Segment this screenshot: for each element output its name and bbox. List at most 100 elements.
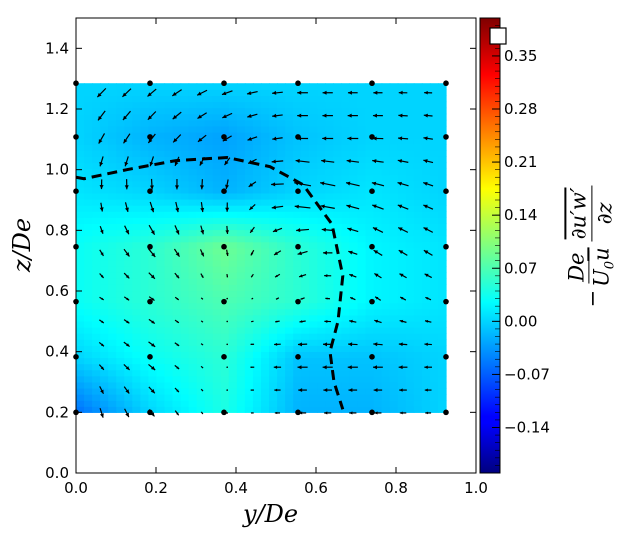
contour-cell [124,302,133,310]
quiver-arrow [424,388,432,392]
contour-cell [156,211,166,218]
contour-cell [357,327,367,334]
contour-cell [293,369,302,377]
quiver-arrow [397,204,409,210]
quiver-arrow [226,297,228,300]
contour-cell [357,266,367,273]
contour-cell [397,400,407,407]
contour-cell [76,101,85,109]
contour-cell [172,351,182,359]
contour-cell [341,266,351,273]
contour-cell [269,247,278,255]
contour-cell [228,101,238,109]
measurement-point [221,188,227,195]
contour-cell [293,387,302,395]
quiver-arrow [197,134,207,143]
quiver-arrow [97,110,106,121]
contour-cell [397,266,407,273]
contour-cell [172,119,182,127]
contour-cell [204,162,214,170]
contour-cell [357,314,367,322]
contour-cell [429,229,439,237]
contour-cell [277,296,286,304]
contour-cell [76,229,85,237]
contour-cell [389,278,399,285]
contour-cell [100,400,109,407]
contour-cell [180,278,190,285]
contour-cell [100,278,109,285]
contour-cell [301,113,310,121]
contour-cell [277,357,286,365]
contour-cell [381,394,391,401]
contour-cell [317,296,326,304]
contour-cell [293,235,302,243]
contour-cell [389,351,399,359]
contour-cell [108,381,117,389]
contour-cell [357,375,367,383]
contour-cell [317,394,326,401]
contour-cell [301,119,310,127]
contour-cell [92,156,101,164]
contour-cell [277,333,286,340]
contour-cell [252,113,262,121]
contour-cell [413,174,423,182]
contour-cell [325,107,334,115]
contour-cell [293,308,302,316]
contour-cell [261,131,270,139]
contour-cell [84,320,93,328]
contour-cell [437,180,447,188]
measurement-point [147,409,153,416]
arrow-head [98,139,103,144]
contour-cell [124,107,133,115]
contour-cell [437,89,447,97]
contour-cell [309,186,318,194]
contour-cell [413,217,423,224]
quiver-arrow [225,225,230,235]
contour-cell [429,89,439,97]
contour-cell [333,168,343,176]
contour-cell [389,186,399,194]
quiver-arrow [425,296,432,301]
contour-cell [269,369,278,377]
contour-cell [309,83,318,90]
contour-cell [389,89,399,97]
contour-cell [212,272,222,279]
contour-cell [341,308,351,316]
contour-cell [421,327,431,334]
contour-cell [212,162,222,170]
arrow-head [175,207,180,213]
contour-cell [261,272,270,279]
measurement-point [443,134,449,140]
quiver-arrow [399,319,407,323]
contour-cell [437,381,447,389]
contour-cell [317,290,326,298]
contour-cell [437,357,447,365]
contour-cell [405,406,415,413]
quiver-arrow [372,204,384,210]
contour-cell [236,400,246,407]
arrow-head [251,275,253,278]
contour-cell [124,168,133,176]
contour-cell [76,217,85,224]
contour-cell [389,168,399,176]
contour-cell [397,107,407,115]
colorbar-ticks: −0.14−0.070.000.070.140.210.280.35 [492,25,550,466]
contour-cell [108,95,117,103]
contour-cell [301,253,310,261]
arrow-head [425,411,428,415]
contour-cell [365,406,375,413]
contour-cell [405,125,415,133]
contour-cell [357,113,367,121]
contour-cell [405,381,415,389]
contour-cell [220,180,230,188]
contour-cell [381,150,391,157]
arrow-head [101,320,104,323]
contour-cell [132,284,141,292]
arrow-head [397,159,403,164]
contour-cell [220,314,230,322]
contour-cell [252,400,262,407]
contour-cell [108,302,117,310]
quiver-arrow [297,250,308,256]
contour-cell [220,125,230,133]
contour-cell [341,339,351,346]
